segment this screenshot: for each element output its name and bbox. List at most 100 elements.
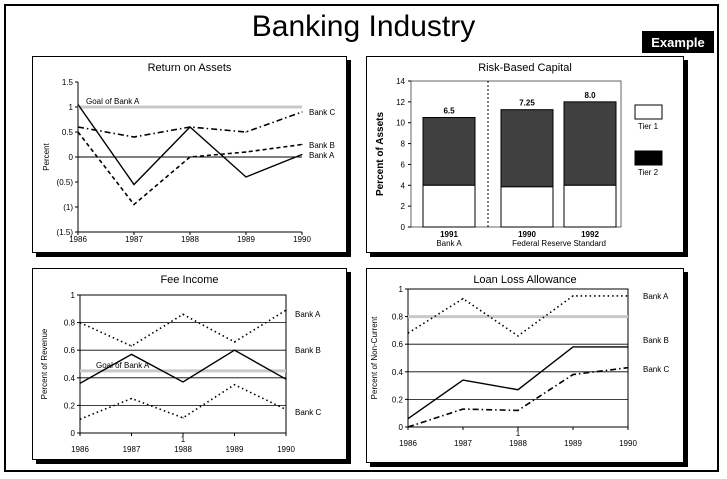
fee-x-tick-label: 1988 — [174, 445, 192, 454]
llr-y-tick-label: 0.6 — [392, 340, 404, 349]
roa-series-label-bank-c: Bank C — [309, 108, 335, 117]
llr-series-label-bank-a: Bank A — [643, 292, 669, 301]
rbc-bar-tier1-1990 — [500, 186, 554, 228]
rbc-bar-label-1992: 8.0 — [584, 91, 596, 100]
fee-point-bank-b — [285, 309, 287, 311]
loan-loss-allowance-chart: 0 0.2 0.4 0.6 0.8 1 1986 1987 1988 1989 1990 1 Bank … — [370, 285, 669, 448]
fee-series-label-bank-a: Bank A — [295, 310, 321, 319]
roa-point-bank-c — [189, 126, 191, 128]
rbc-legend-swatch-tier-1 — [634, 104, 663, 120]
llr-y-axis-title: Percent of Non-Current — [370, 316, 379, 399]
fee-income-chart: 0 0.2 0.4 0.6 0.8 1 1986 1987 1988 1989 1990 1 Goal … — [40, 291, 321, 454]
llr-point-bank-c — [517, 409, 519, 412]
fee-y-tick-label: 0.2 — [64, 401, 76, 410]
llr-series-label-bank-c: Bank C — [643, 365, 669, 374]
llr-point-bank-c — [627, 367, 629, 369]
fee-series-bank-b — [79, 309, 287, 347]
llr-point-bank-b — [517, 335, 519, 337]
roa-goal-label: Goal of Bank A — [86, 97, 140, 106]
roa-y-tick-label: 0.5 — [62, 128, 74, 137]
roa-y-tick-label: 1.5 — [62, 78, 74, 87]
roa-point-bank-a — [301, 153, 303, 156]
fee-point-bank-a — [233, 349, 236, 351]
roa-x-tick-label: 1989 — [237, 235, 255, 244]
risk-based-capital-panel: Risk-Based Capital 0 2 4 6 8 10 12 14 6.5 1991 7.2… — [366, 56, 684, 253]
llr-point-bank-c — [572, 373, 574, 376]
rbc-bar-tier1-1991 — [422, 184, 476, 228]
fee-point-bank-b — [182, 313, 184, 315]
fee-series-label-bank-c: Bank C — [295, 408, 321, 417]
llr-point-bank-a — [572, 346, 574, 348]
llr-series-label-bank-b: Bank B — [643, 336, 669, 345]
fee-point-bank-c — [233, 384, 236, 386]
fee-x-tick-label: 1990 — [277, 445, 295, 454]
risk-based-capital-chart: 0 2 4 6 8 10 12 14 6.5 1991 7.25 1990 8.0 1992 Bank A F… — [375, 77, 663, 248]
fee-x-tick-label: 1989 — [226, 445, 244, 454]
roa-y-tick-label: (1.5) — [57, 228, 74, 237]
fee-y-tick-label: 0.6 — [64, 346, 76, 355]
roa-point-bank-a — [245, 176, 247, 178]
llr-point-bank-b — [407, 332, 409, 334]
rbc-y-tick-label: 6 — [401, 160, 406, 169]
roa-y-tick-label: 0 — [69, 153, 74, 162]
roa-point-bank-b — [133, 203, 135, 206]
rbc-y-tick-label: 4 — [401, 181, 406, 190]
roa-point-bank-a — [77, 103, 79, 106]
fee-x-tick-label: 1987 — [123, 445, 141, 454]
rbc-legend-label-tier-1: Tier 1 — [638, 122, 659, 131]
example-badge: Example — [642, 31, 714, 53]
rbc-y-tick-label: 2 — [401, 202, 406, 211]
rbc-bar-year-1991: 1991 — [440, 230, 458, 239]
return-on-assets-title: Return on Assets — [147, 62, 232, 74]
llr-point-bank-c — [407, 426, 409, 428]
roa-point-bank-b — [301, 143, 303, 146]
fee-goal-label: Goal of Bank A — [96, 361, 150, 370]
llr-series-bank-a — [407, 346, 628, 420]
roa-x-tick-label: 1986 — [69, 235, 87, 244]
llr-y-tick-label: 0.2 — [392, 395, 404, 404]
roa-x-tick-label: 1990 — [293, 235, 311, 244]
fee-point-bank-b — [130, 345, 133, 347]
rbc-bar-label-1990: 7.25 — [519, 99, 535, 108]
roa-y-axis-title: Percent — [42, 142, 51, 170]
llr-x-tick-label: 1989 — [564, 439, 582, 448]
fee-point-bank-c — [285, 408, 287, 411]
llr-y-tick-label: 1 — [399, 285, 404, 294]
return-on-assets-panel: Return on Assets 1.5 1 0.5 0 (0.5) (1) (1.5) 19… — [32, 56, 347, 253]
llr-point-bank-b — [462, 298, 464, 300]
fee-point-bank-b — [79, 322, 81, 324]
fee-point-bank-a — [79, 382, 81, 384]
rbc-bar-year-1992: 1992 — [581, 230, 599, 239]
fee-point-bank-b — [233, 341, 236, 343]
llr-point-bank-a — [517, 389, 519, 391]
llr-y-tick-label: 0.8 — [392, 313, 404, 322]
roa-point-bank-c — [301, 111, 303, 113]
rbc-y-tick-label: 12 — [396, 98, 405, 107]
return-on-assets-chart: 1.5 1 0.5 0 (0.5) (1) (1.5)1986 1987 1988 1989 199… — [42, 78, 335, 244]
roa-series-bank-b — [77, 131, 303, 206]
llr-point-bank-c — [462, 408, 464, 410]
roa-point-bank-b — [189, 156, 191, 158]
rbc-legend-swatch-tier-2 — [634, 150, 663, 166]
roa-x-tick-label: 1988 — [181, 235, 199, 244]
roa-point-bank-c — [245, 131, 247, 133]
roa-x-tick-label: 1987 — [125, 235, 143, 244]
rbc-y-tick-label: 14 — [396, 77, 405, 86]
fee-income-title: Fee Income — [160, 274, 219, 286]
llr-series-bank-c — [407, 366, 629, 428]
roa-series-bank-a — [77, 104, 303, 186]
llr-point-bank-a — [462, 379, 464, 381]
fee-y-tick-label: 0 — [71, 429, 76, 438]
rbc-y-tick-label: 10 — [396, 119, 405, 128]
fee-point-bank-c — [182, 417, 184, 419]
llr-x-tick-label: 1990 — [619, 439, 637, 448]
page-title: Banking Industry — [251, 10, 476, 43]
roa-y-tick-label: (1) — [63, 203, 73, 212]
rbc-bar-label-1991: 6.5 — [443, 107, 455, 116]
llr-x-tick-label: 1988 — [509, 439, 527, 448]
roa-series-label-bank-b: Bank B — [309, 141, 335, 150]
fee-y-axis-title: Percent of Revenue — [40, 328, 49, 399]
llr-point-bank-b — [572, 295, 574, 297]
roa-series-bank-c — [77, 111, 303, 138]
rbc-y-tick-label: 0 — [401, 223, 406, 232]
